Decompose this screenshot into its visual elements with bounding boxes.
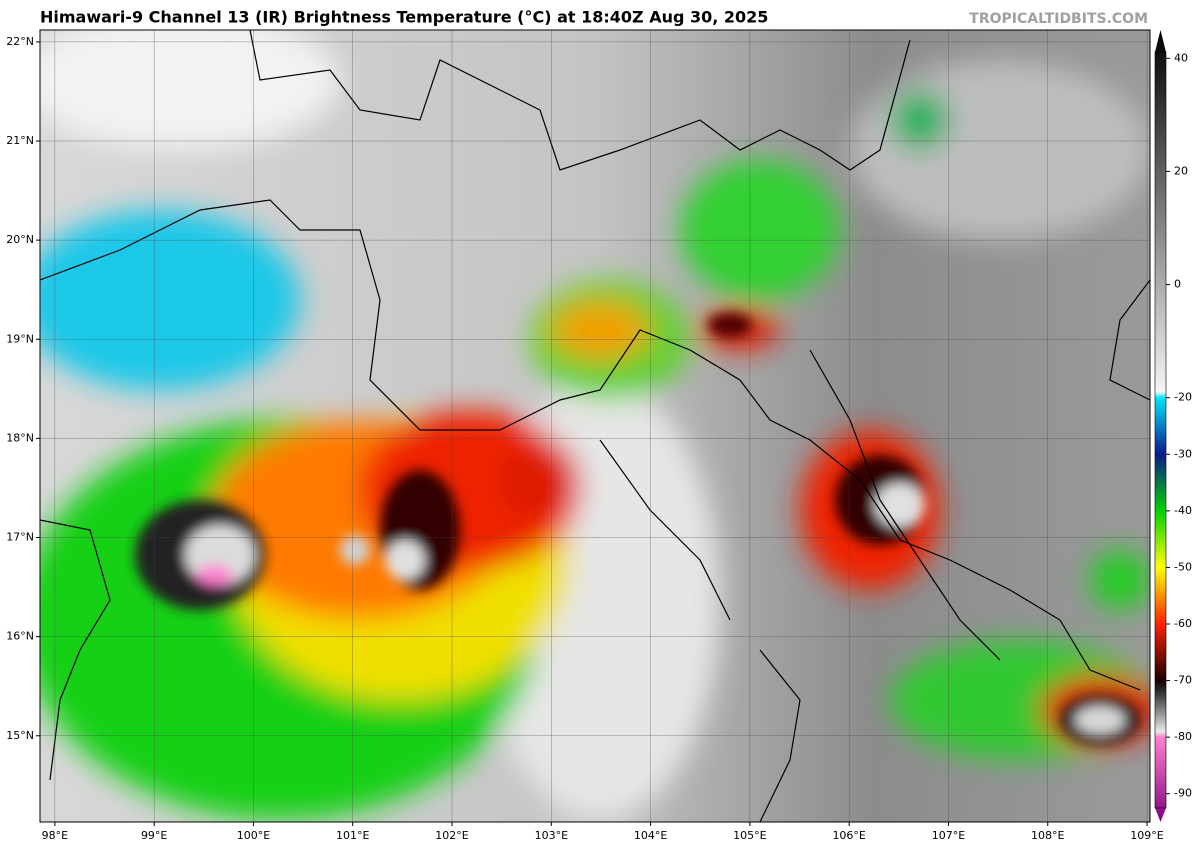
lat-tick-label: 21°N — [6, 134, 34, 147]
colorbar-tick-label: 40 — [1174, 51, 1188, 64]
lat-tick-label: 22°N — [6, 35, 34, 48]
colorbar-tick-label: -80 — [1174, 730, 1192, 743]
colorbar-tick-label: -90 — [1174, 787, 1192, 800]
colorbar-tick-label: -70 — [1174, 674, 1192, 687]
colorbar-tick-label: -30 — [1174, 447, 1192, 460]
lon-tick-label: 105°E — [733, 829, 766, 842]
map-frame — [39, 29, 1151, 823]
colorbar — [1154, 51, 1167, 809]
lon-tick-label: 109°E — [1130, 829, 1163, 842]
lon-tick-label: 99°E — [141, 829, 167, 842]
lon-tick-label: 102°E — [435, 829, 468, 842]
colorbar-tick-label: -40 — [1174, 504, 1192, 517]
lon-tick-label: 101°E — [336, 829, 369, 842]
colorbar-tick-label: -20 — [1174, 391, 1192, 404]
lat-tick-label: 20°N — [6, 233, 34, 246]
lat-tick-label: 19°N — [6, 332, 34, 345]
source-watermark: TROPICALTIDBITS.COM — [969, 11, 1148, 27]
lat-tick-label: 15°N — [6, 729, 34, 742]
lat-tick-label: 16°N — [6, 630, 34, 643]
lon-tick-label: 104°E — [634, 829, 667, 842]
lon-tick-label: 107°E — [932, 829, 965, 842]
colorbar-tick-label: 20 — [1174, 164, 1188, 177]
lon-tick-label: 108°E — [1031, 829, 1064, 842]
lon-tick-label: 106°E — [832, 829, 865, 842]
colorbar-tick-label: -60 — [1174, 617, 1192, 630]
satellite-image — [40, 30, 1150, 822]
lon-tick-label: 103°E — [535, 829, 568, 842]
colorbar-tick-label: 0 — [1174, 278, 1181, 291]
lat-tick-label: 17°N — [6, 531, 34, 544]
title: Himawari-9 Channel 13 (IR) Brightness Te… — [40, 8, 768, 27]
lon-tick-label: 100°E — [237, 829, 270, 842]
lat-tick-label: 18°N — [6, 431, 34, 444]
lon-tick-label: 98°E — [42, 829, 68, 842]
colorbar-tick-label: -50 — [1174, 560, 1192, 573]
